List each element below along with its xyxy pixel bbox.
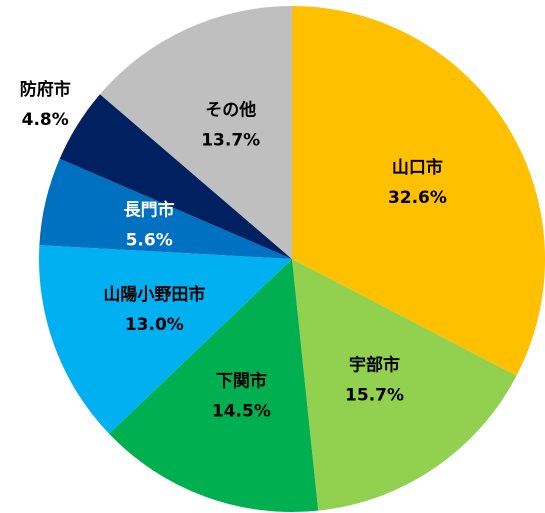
- slice-label: 山陽小野田市: [103, 284, 205, 305]
- slice-label: 下関市: [216, 371, 267, 392]
- pie-slice: [292, 259, 517, 511]
- pie-slice: [109, 259, 319, 512]
- slice-label: 宇部市: [349, 354, 400, 375]
- pie-slice: [39, 158, 292, 259]
- value-label: 13.7%: [201, 131, 260, 151]
- slice-label: 防府市: [20, 79, 71, 100]
- slice-label: 山口市: [392, 157, 443, 178]
- value-label: 5.6%: [126, 230, 173, 250]
- value-label: 4.8%: [22, 110, 69, 130]
- value-label: 15.7%: [345, 385, 404, 405]
- value-label: 13.0%: [125, 315, 184, 335]
- pie-slice: [292, 6, 545, 376]
- pie-slice: [99, 6, 293, 259]
- value-label: 14.5%: [212, 402, 271, 422]
- value-label: 32.6%: [388, 188, 447, 208]
- pie-slice: [38, 245, 292, 434]
- slice-label: 長門市: [124, 199, 175, 220]
- pie-slice: [59, 94, 292, 259]
- slice-label: その他: [205, 100, 256, 121]
